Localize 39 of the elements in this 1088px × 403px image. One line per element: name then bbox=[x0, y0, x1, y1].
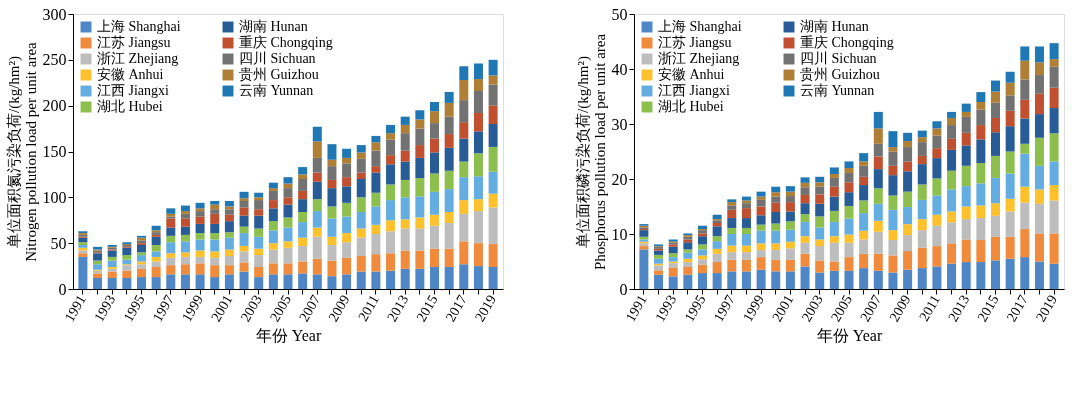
legend-label: 四川 Sichuan bbox=[800, 51, 877, 66]
y-tick-label: 40 bbox=[611, 60, 628, 78]
legend-label: 湖南 Hunan bbox=[239, 19, 308, 34]
legend-label: 湖北 Hubei bbox=[658, 99, 724, 114]
legend-label: 上海 Shanghai bbox=[97, 19, 181, 34]
legend-label: 江苏 Jiangsu bbox=[97, 35, 171, 50]
x-axis-title: 年份 Year bbox=[255, 327, 322, 345]
y-axis-title: 单位面积氮污染负荷/(kg/hm²) Nitrogen pollution load per unit area bbox=[5, 41, 39, 262]
y-tick-label: 50 bbox=[50, 234, 67, 252]
y-tick-label: 0 bbox=[619, 280, 628, 298]
y-tick-label: 200 bbox=[42, 97, 67, 115]
y-tick-label: 30 bbox=[611, 115, 628, 133]
legend-label: 上海 Shanghai bbox=[658, 19, 742, 34]
y-tick-label: 250 bbox=[42, 51, 67, 69]
legend-label: 重庆 Chongqing bbox=[239, 35, 333, 50]
legend-label: 安徽 Anhui bbox=[97, 67, 164, 82]
legend-label: 江西 Jiangxi bbox=[97, 83, 170, 98]
legend-label: 湖南 Hunan bbox=[800, 19, 869, 34]
y-tick-label: 300 bbox=[42, 5, 67, 23]
legend-label: 贵州 Guizhou bbox=[239, 67, 319, 82]
legend-label: 江苏 Jiangsu bbox=[658, 35, 732, 50]
y-tick-label: 100 bbox=[42, 188, 67, 206]
legend-label: 湖北 Hubei bbox=[97, 99, 163, 114]
legend-label: 浙江 Zhejiang bbox=[658, 51, 740, 66]
legend-label: 贵州 Guizhou bbox=[800, 67, 880, 82]
legend-label: 重庆 Chongqing bbox=[800, 35, 894, 50]
legend-label: 浙江 Zhejiang bbox=[97, 51, 179, 66]
y-tick-label: 20 bbox=[611, 170, 628, 188]
legend-label: 江西 Jiangxi bbox=[658, 83, 731, 98]
legend-label: 四川 Sichuan bbox=[239, 51, 316, 66]
legend-label: 云南 Yunnan bbox=[800, 83, 875, 98]
y-tick-label: 150 bbox=[42, 143, 67, 160]
x-axis-title: 年份 Year bbox=[816, 327, 883, 345]
y-tick-label: 0 bbox=[58, 280, 67, 298]
legend-label: 云南 Yunnan bbox=[239, 83, 314, 98]
y-axis-title: 单位面积磷污染负荷/(kg/hm²) Phosphorus pollution load per unit area bbox=[574, 33, 608, 271]
y-tick-label: 10 bbox=[611, 225, 628, 243]
legend-label: 安徽 Anhui bbox=[658, 67, 725, 82]
y-tick-label: 50 bbox=[611, 5, 628, 23]
